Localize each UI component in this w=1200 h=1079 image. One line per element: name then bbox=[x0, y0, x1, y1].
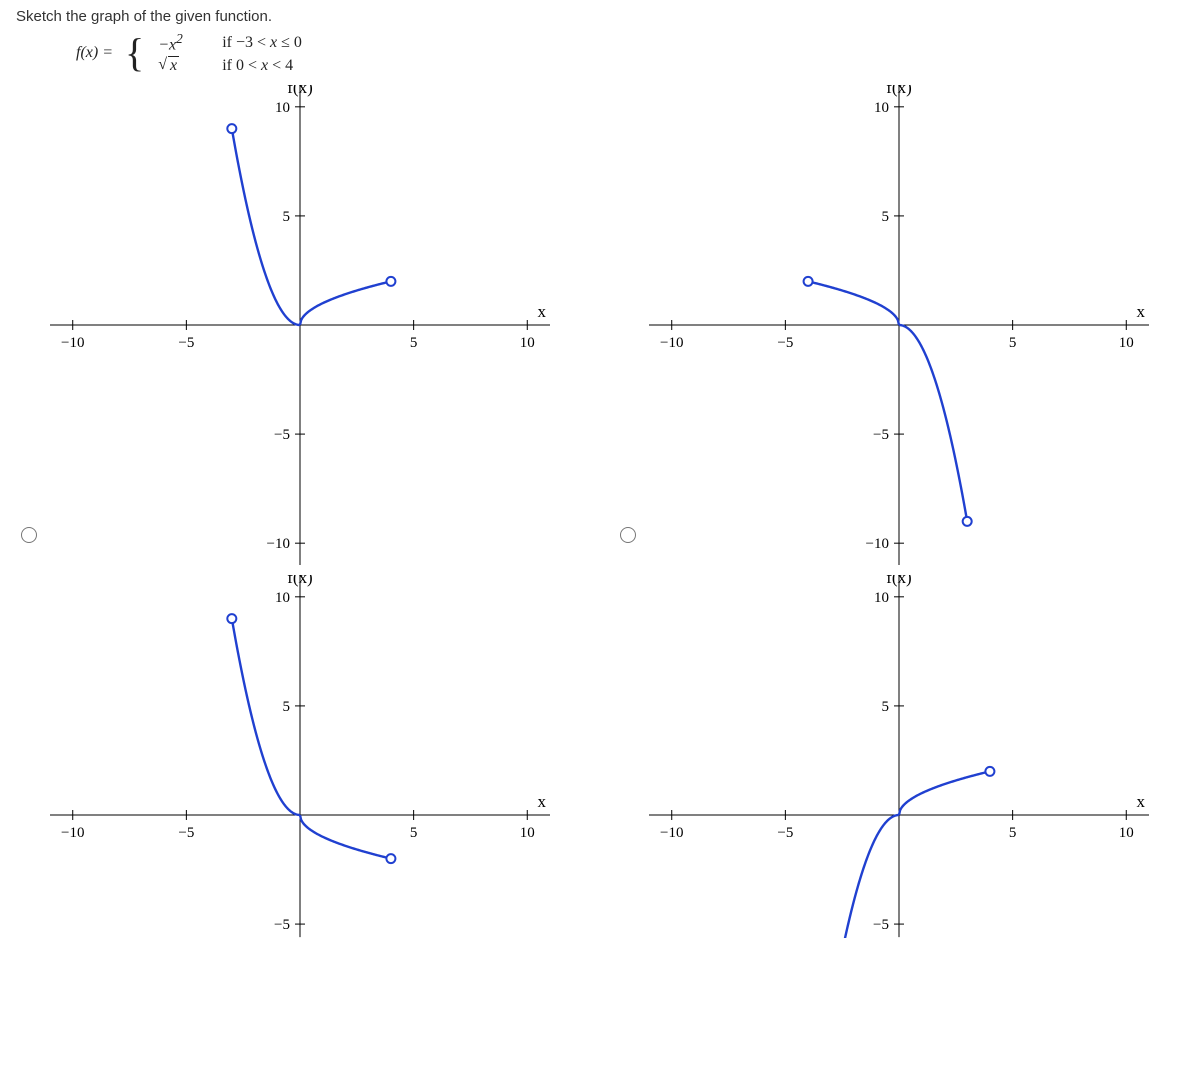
svg-text:−5: −5 bbox=[873, 917, 889, 933]
svg-text:−10: −10 bbox=[267, 537, 290, 553]
svg-text:5: 5 bbox=[283, 209, 291, 225]
svg-text:−5: −5 bbox=[777, 335, 793, 351]
svg-text:5: 5 bbox=[882, 209, 890, 225]
svg-text:5: 5 bbox=[1009, 825, 1017, 841]
svg-text:−5: −5 bbox=[178, 335, 194, 351]
choice-panel: −10−5510−5510xf(x) bbox=[16, 575, 585, 937]
formula-lhs: f(x) = bbox=[76, 44, 113, 62]
plot: −10−5510−5510xf(x) bbox=[649, 575, 1184, 937]
choice-panel: −10−5510−10−5510xf(x) bbox=[16, 85, 585, 565]
piece2-cond: if 0 < x < 4 bbox=[222, 57, 293, 75]
svg-text:−10: −10 bbox=[61, 335, 84, 351]
svg-text:5: 5 bbox=[410, 825, 418, 841]
svg-text:5: 5 bbox=[410, 335, 418, 351]
svg-text:x: x bbox=[537, 792, 546, 811]
svg-text:5: 5 bbox=[283, 699, 291, 715]
svg-text:5: 5 bbox=[1009, 335, 1017, 351]
plot: −10−5510−5510xf(x) bbox=[50, 575, 585, 937]
svg-text:−10: −10 bbox=[866, 537, 889, 553]
svg-text:f(x): f(x) bbox=[287, 575, 312, 587]
prompt-text: Sketch the graph of the given function. bbox=[16, 8, 1184, 25]
svg-text:−5: −5 bbox=[274, 427, 290, 443]
choice-panel: −10−5510−10−5510xf(x) bbox=[615, 85, 1184, 565]
svg-text:−10: −10 bbox=[660, 335, 683, 351]
svg-text:x: x bbox=[1137, 302, 1146, 321]
plot: −10−5510−10−5510xf(x) bbox=[50, 85, 585, 565]
svg-text:−5: −5 bbox=[873, 427, 889, 443]
svg-text:x: x bbox=[1136, 792, 1145, 811]
svg-text:10: 10 bbox=[1119, 335, 1134, 351]
choice-radio[interactable] bbox=[21, 527, 37, 543]
svg-text:10: 10 bbox=[1119, 825, 1134, 841]
svg-text:5: 5 bbox=[882, 699, 890, 715]
svg-text:f(x): f(x) bbox=[886, 575, 911, 587]
choice-panel: −10−5510−5510xf(x) bbox=[615, 575, 1184, 937]
svg-text:−5: −5 bbox=[777, 825, 793, 841]
svg-text:10: 10 bbox=[874, 590, 889, 606]
svg-text:10: 10 bbox=[520, 825, 535, 841]
choice-grid: −10−5510−10−5510xf(x)−10−5510−10−5510xf(… bbox=[16, 85, 1184, 937]
piece1-cond: if −3 < x ≤ 0 bbox=[222, 34, 302, 52]
svg-text:10: 10 bbox=[275, 590, 290, 606]
piecewise-formula: f(x) = { −x2 if −3 < x ≤ 0 √x if 0 < x <… bbox=[76, 31, 1184, 75]
svg-text:10: 10 bbox=[520, 335, 535, 351]
brace-icon: { bbox=[125, 37, 144, 69]
choice-radio[interactable] bbox=[620, 527, 636, 543]
svg-text:10: 10 bbox=[874, 100, 889, 116]
svg-text:f(x): f(x) bbox=[287, 85, 312, 97]
svg-text:−10: −10 bbox=[61, 825, 84, 841]
svg-text:−5: −5 bbox=[274, 917, 290, 933]
svg-text:x: x bbox=[538, 302, 547, 321]
piece1-expr: −x2 bbox=[158, 31, 198, 54]
svg-text:−10: −10 bbox=[660, 825, 683, 841]
piece2-expr: √x bbox=[158, 56, 198, 75]
svg-text:−5: −5 bbox=[178, 825, 194, 841]
svg-text:10: 10 bbox=[275, 100, 290, 116]
svg-text:f(x): f(x) bbox=[886, 85, 911, 97]
plot: −10−5510−10−5510xf(x) bbox=[649, 85, 1184, 565]
